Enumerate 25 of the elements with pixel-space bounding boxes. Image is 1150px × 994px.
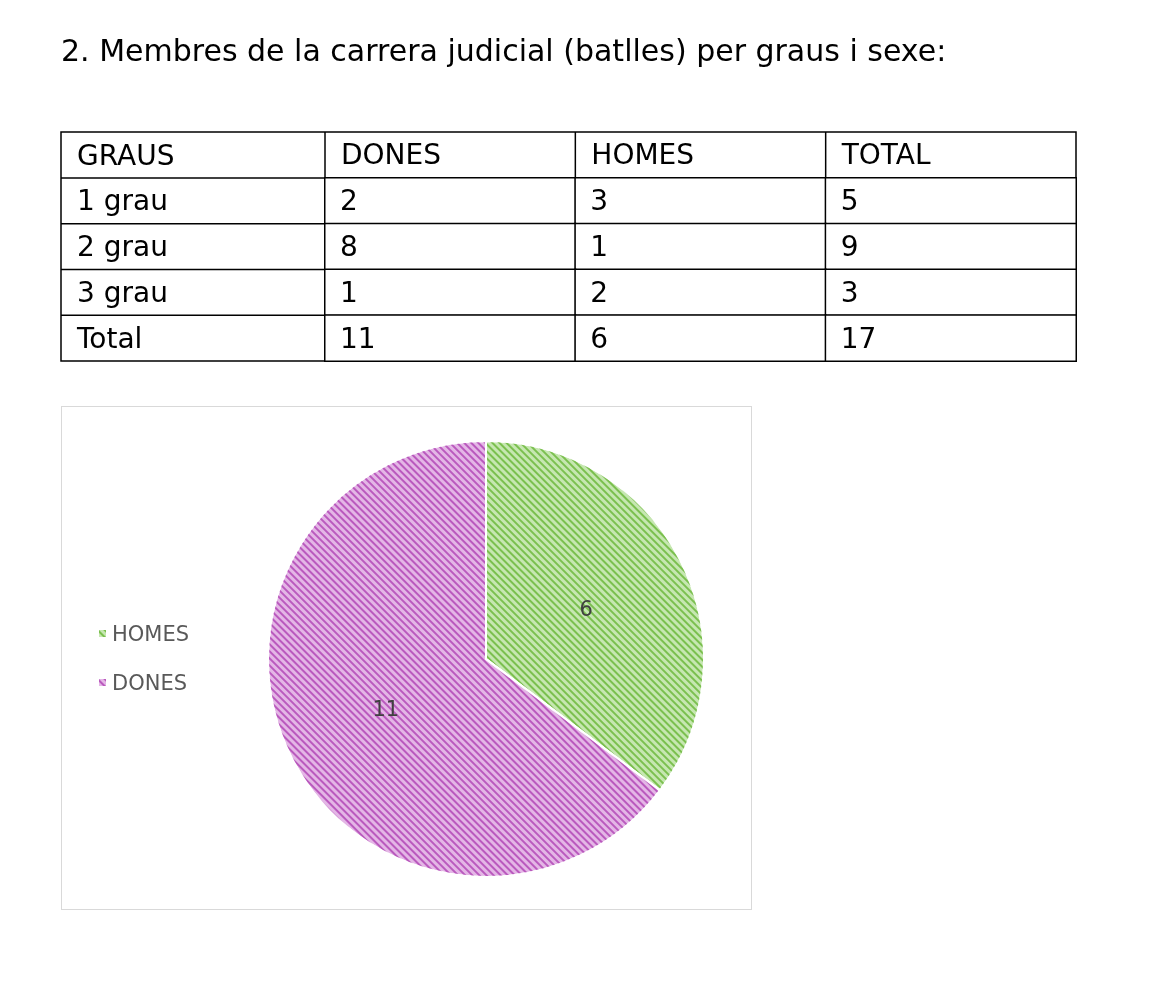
y-tick-label: 3 grau [77,275,168,309]
data-label: 3 [590,184,609,218]
data-label: 5 [840,184,859,218]
data-label: 6 [590,321,609,355]
data-label: 1 [590,230,609,264]
data-label: 2 [340,184,358,218]
y-tick-label: 1 grau [77,184,168,218]
data-label: 17 [840,321,877,355]
y-tick-label: 2 grau [77,230,168,264]
data-label: 6 [579,597,593,622]
x-tick-label: DONES [341,137,442,171]
data-label: 3 [840,275,859,309]
x-tick-label: TOTAL [840,137,931,171]
data-label: 11 [340,321,376,355]
data-label: 8 [340,230,358,264]
data-label: 9 [840,230,859,264]
y-axis-title: GRAUS [77,138,175,172]
data-label: 11 [372,696,400,721]
legend-label: DONES [112,670,188,695]
data-label: 2 [590,275,609,309]
y-tick-label: Total [76,321,143,355]
data-label: 1 [340,275,358,309]
x-tick-label: HOMES [591,137,695,171]
chart-title: 2. Membres de la carrera judicial (batlles) per graus i sexe: [61,32,947,68]
legend-label: HOMES [112,621,190,646]
